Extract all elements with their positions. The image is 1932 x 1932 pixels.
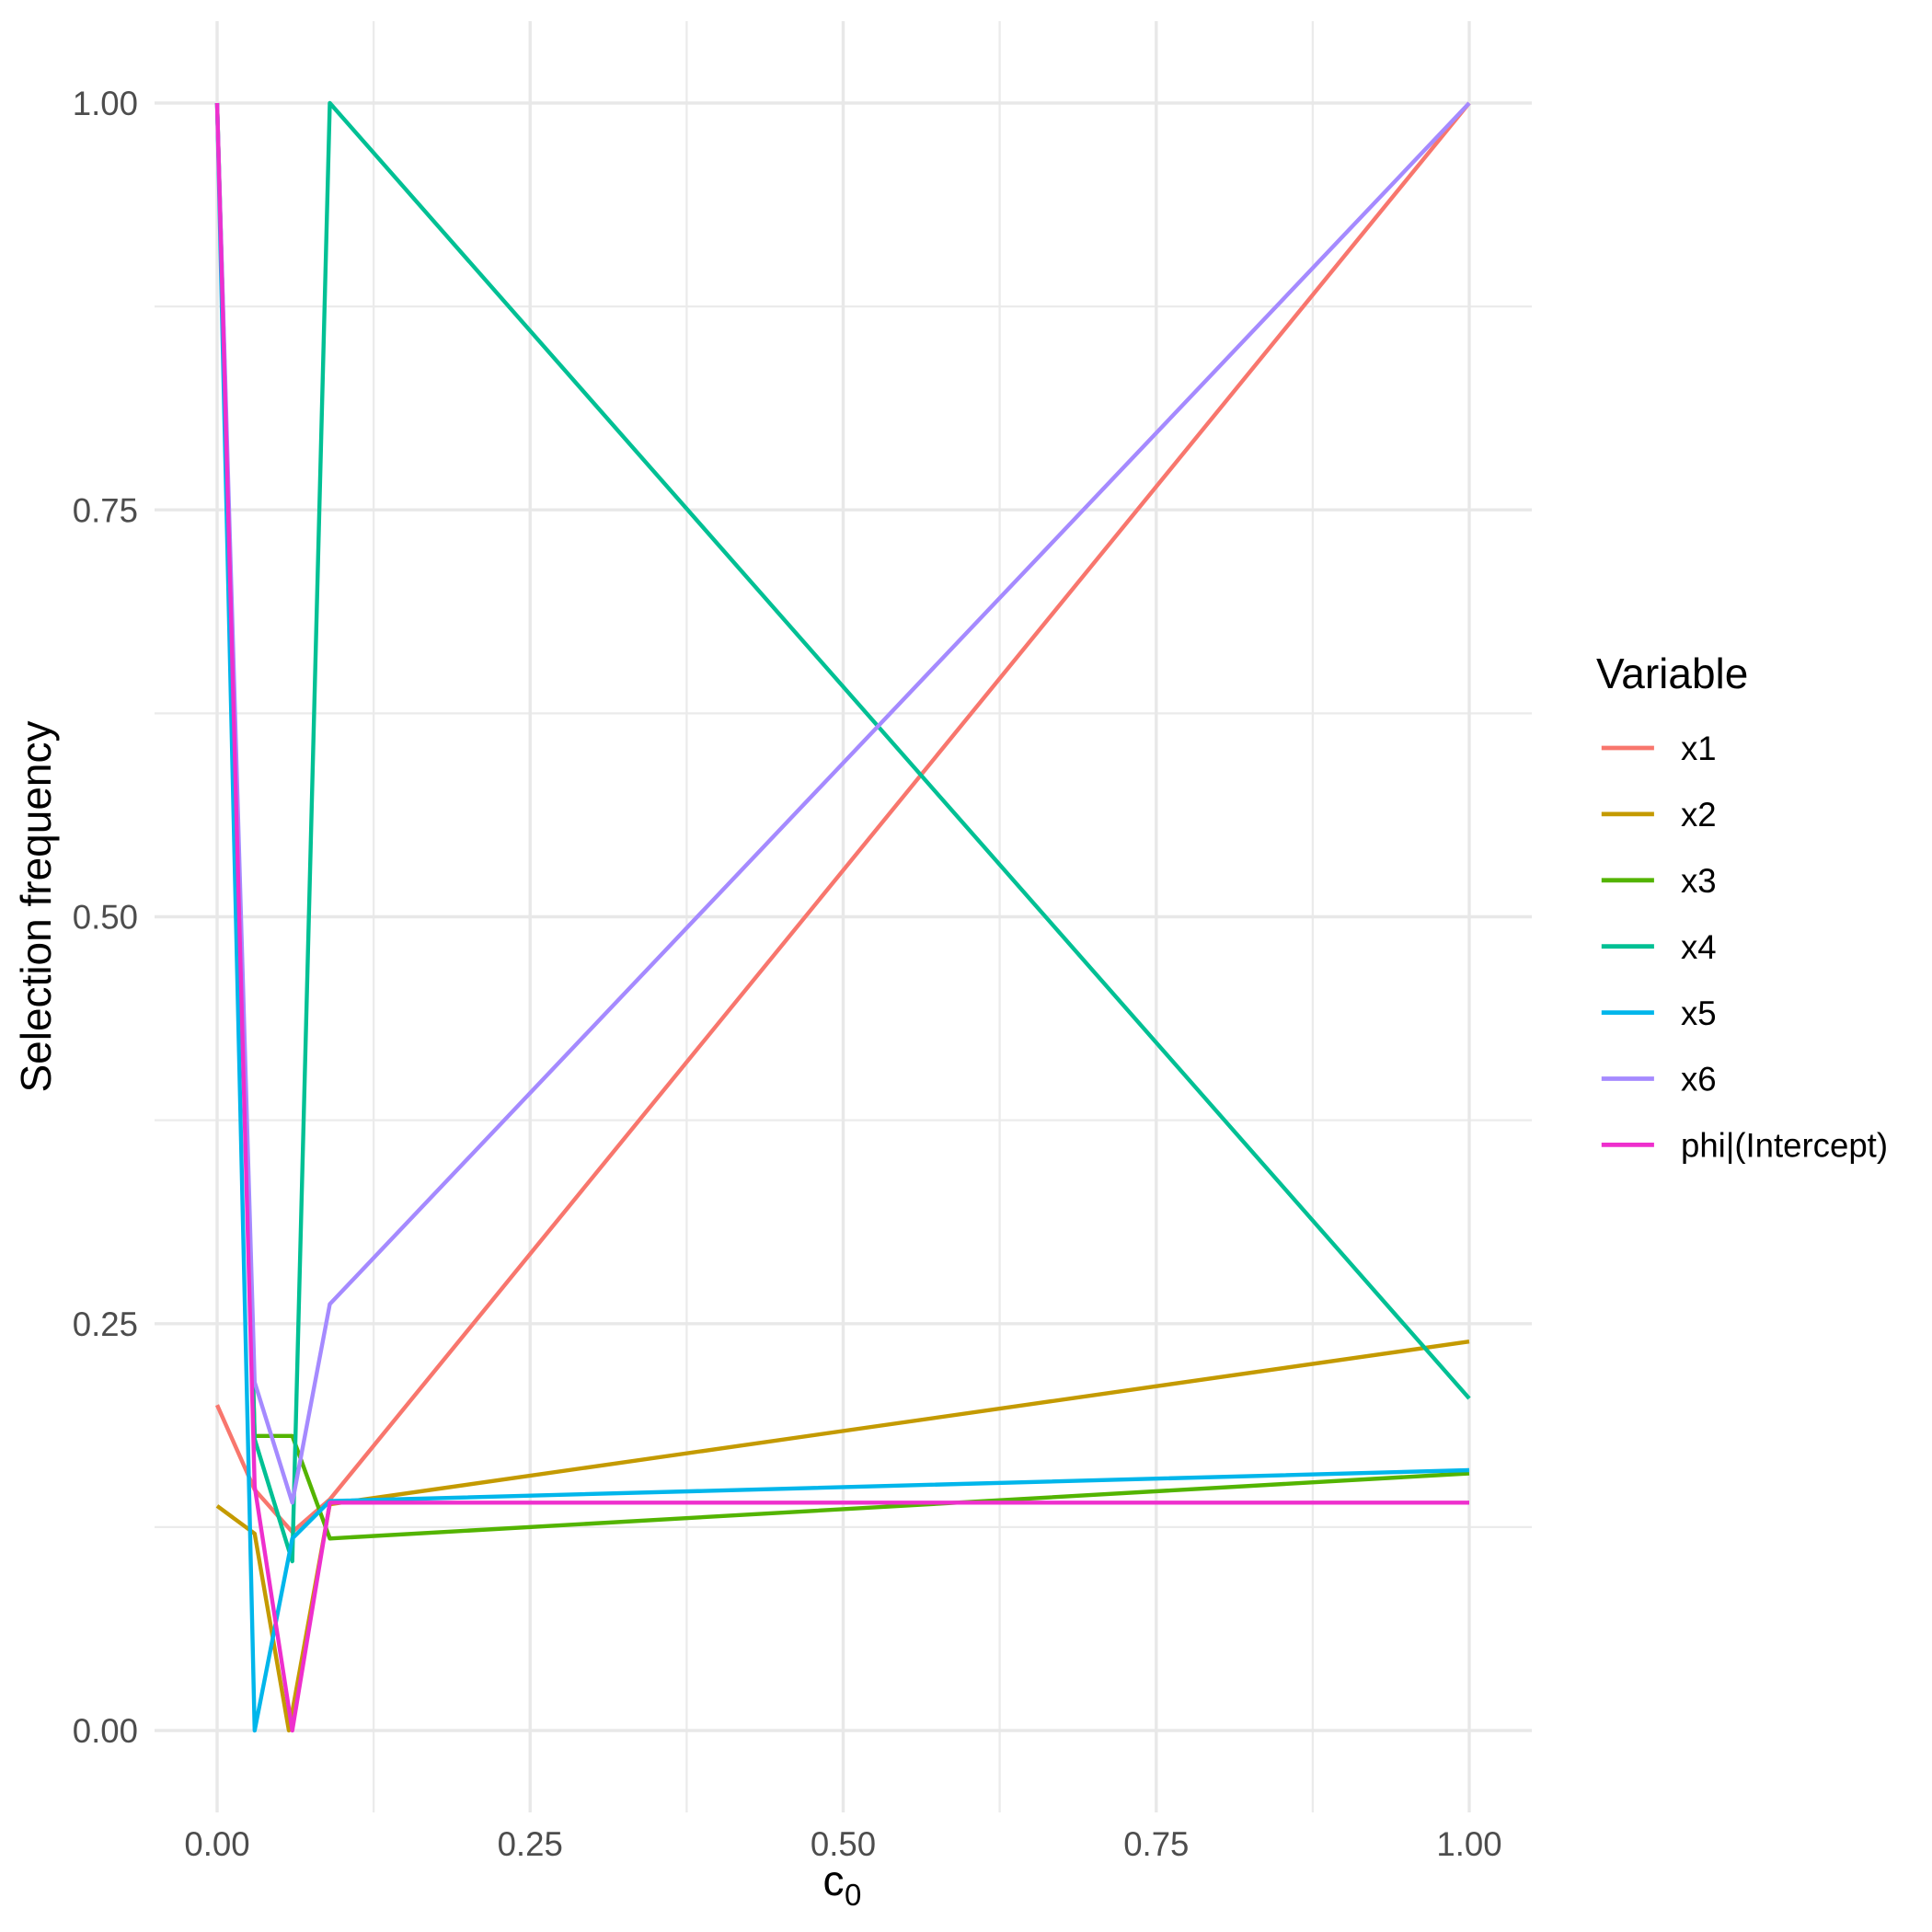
- svg-text:x1: x1: [1681, 730, 1717, 767]
- svg-text:1.00: 1.00: [1436, 1825, 1501, 1863]
- svg-text:0.25: 0.25: [73, 1305, 138, 1343]
- svg-text:0.25: 0.25: [498, 1825, 563, 1863]
- svg-text:x2: x2: [1681, 796, 1717, 834]
- svg-text:0.50: 0.50: [73, 899, 138, 937]
- svg-text:0.00: 0.00: [73, 1712, 138, 1750]
- svg-text:1.00: 1.00: [73, 85, 138, 122]
- svg-text:Selection frequency: Selection frequency: [12, 720, 60, 1092]
- svg-text:0.50: 0.50: [811, 1825, 876, 1863]
- svg-text:x6: x6: [1681, 1061, 1717, 1098]
- svg-text:x3: x3: [1681, 862, 1717, 900]
- svg-text:phi|(Intercept): phi|(Intercept): [1681, 1127, 1888, 1165]
- svg-text:0.75: 0.75: [73, 491, 138, 529]
- svg-text:x5: x5: [1681, 995, 1717, 1032]
- svg-text:0.00: 0.00: [184, 1825, 249, 1863]
- svg-text:Variable: Variable: [1596, 650, 1748, 697]
- svg-text:0.75: 0.75: [1123, 1825, 1189, 1863]
- svg-text:x4: x4: [1681, 928, 1717, 966]
- svg-text:c: c: [823, 1857, 845, 1904]
- svg-text:0: 0: [845, 1878, 861, 1912]
